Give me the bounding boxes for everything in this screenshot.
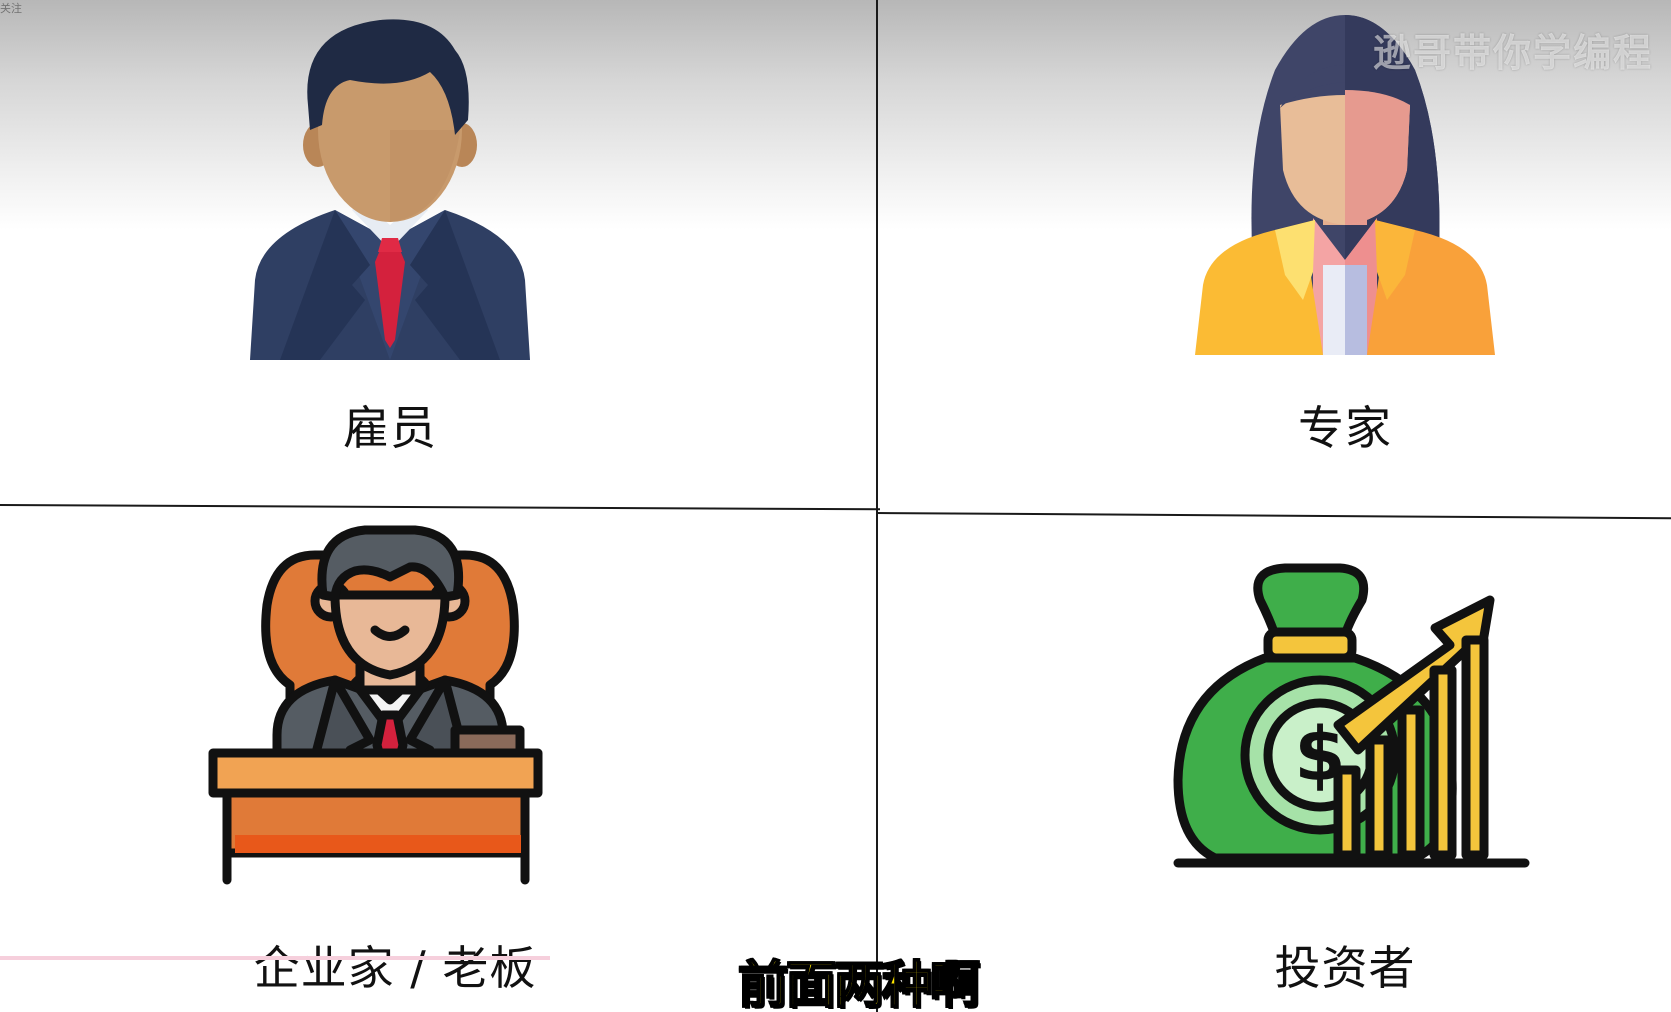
employee-icon	[240, 10, 540, 360]
card-label-expert: 专家	[1298, 401, 1392, 455]
svg-text:$: $	[1294, 712, 1346, 798]
card-label-employee: 雇员	[343, 401, 437, 455]
expert-icon	[1195, 10, 1495, 360]
card-label-investor: 投资者	[1274, 941, 1416, 995]
entrepreneur-icon	[205, 525, 575, 890]
quadrant-divider-vertical	[876, 0, 878, 1012]
corner-mark: 关注	[0, 2, 22, 15]
quadrant-divider-left	[0, 504, 880, 511]
quadrant-divider-right	[875, 512, 1671, 520]
channel-watermark: 逊哥带你学编程	[1372, 31, 1653, 75]
timeline-marker	[0, 956, 550, 960]
investor-icon: $	[1170, 540, 1530, 880]
video-subtitle: 前面两种啊	[737, 955, 981, 1012]
card-label-entrepreneur: 企业家 / 老板	[253, 941, 537, 995]
